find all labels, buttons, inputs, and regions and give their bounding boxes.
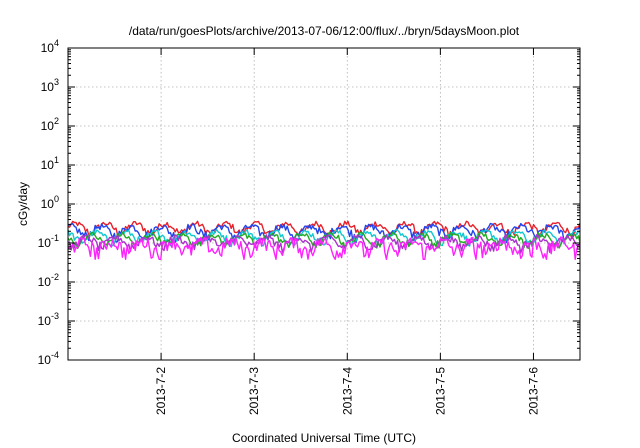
grid (68, 48, 580, 360)
y-tick-label: 102 (41, 116, 59, 133)
y-tick-label: 10-1 (38, 233, 59, 250)
series-line-6 (67, 236, 581, 260)
y-tick-label: 10-3 (38, 311, 59, 328)
y-tick-label: 101 (41, 155, 59, 172)
x-axis-label: Coordinated Universal Time (UTC) (232, 431, 416, 445)
y-tick-label: 100 (41, 194, 59, 211)
y-tick-label: 10-4 (38, 350, 59, 367)
tick-marks (68, 47, 580, 361)
x-tick-labels: 2013-7-2 2013-7-3 2013-7-4 2013-7-5 2013-7-6 (154, 367, 540, 415)
series-line-3 (67, 228, 581, 248)
y-tick-label: 103 (41, 77, 59, 94)
x-tick-label: 2013-7-2 (154, 367, 168, 415)
x-tick-label: 2013-7-4 (340, 367, 354, 415)
x-tick-label: 2013-7-5 (433, 367, 447, 415)
series-line-4 (67, 231, 581, 250)
x-tick-label: 2013-7-3 (247, 367, 261, 415)
y-tick-label: 104 (41, 38, 59, 55)
x-tick-label: 2013-7-6 (526, 367, 540, 415)
y-tick-label: 10-2 (38, 272, 59, 289)
y-axis-label: cGy/day (16, 182, 30, 226)
chart-title: /data/run/goesPlots/archive/2013-07-06/1… (129, 24, 520, 38)
y-tick-labels: 10-4 10-3 10-2 10-1 100 101 102 103 104 (38, 38, 59, 367)
series-layer (67, 220, 581, 260)
